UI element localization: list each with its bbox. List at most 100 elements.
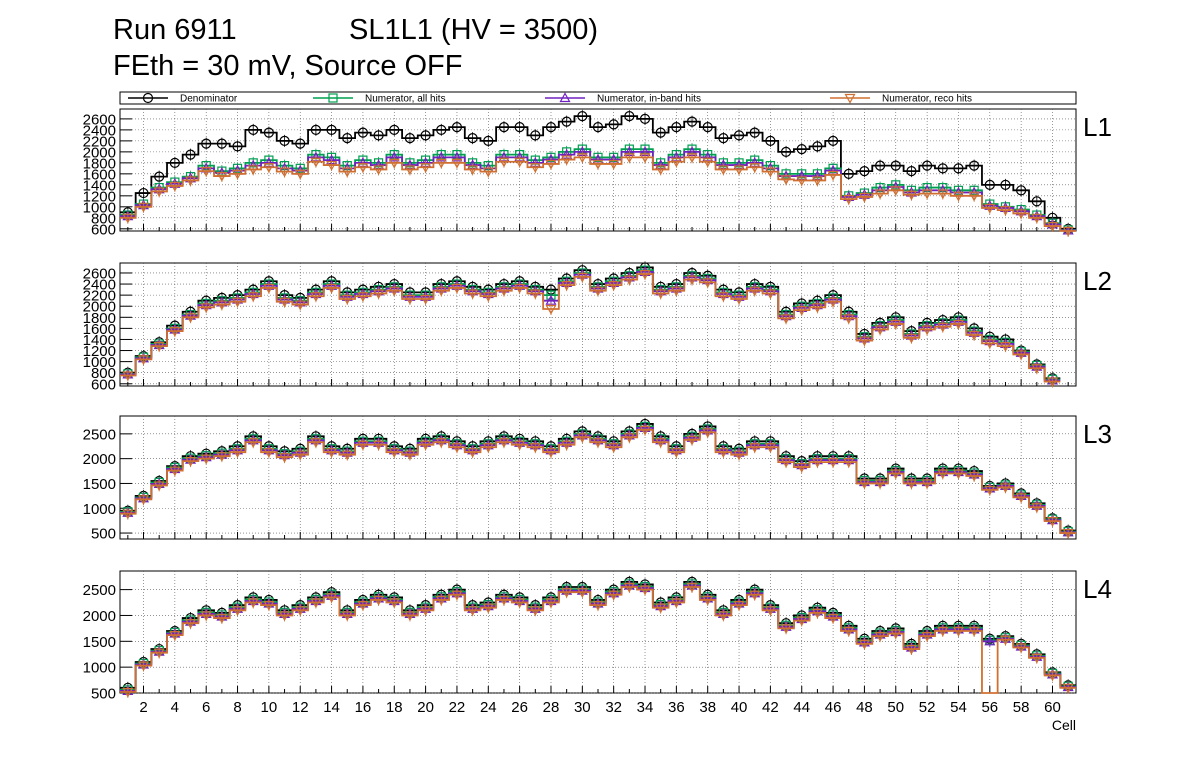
data-point: [326, 124, 337, 135]
x-tick-label: 22: [449, 699, 466, 716]
data-point: [843, 458, 855, 468]
data-point: [498, 122, 510, 133]
data-point: [373, 165, 385, 176]
data-point: [639, 269, 651, 280]
data-point: [420, 130, 431, 141]
data-point: [420, 440, 432, 451]
x-tick-label: 28: [543, 699, 560, 716]
data-point: [561, 155, 573, 166]
y-tick-label: 2200: [83, 288, 116, 305]
data-point: [733, 601, 745, 611]
x-tick-label: 56: [981, 699, 998, 716]
data-point: [952, 626, 964, 637]
data-point: [435, 158, 447, 169]
data-point: [232, 141, 243, 152]
y-tick-label: 2000: [83, 451, 116, 468]
data-point: [921, 479, 933, 490]
data-point: [984, 339, 996, 350]
data-point: [670, 448, 682, 458]
data-point: [905, 644, 917, 655]
data-point: [843, 626, 855, 637]
data-point: [545, 598, 557, 609]
data-point: [169, 327, 181, 337]
x-tick-label: 60: [1044, 699, 1061, 716]
data-point: [827, 458, 839, 468]
data-point: [827, 170, 839, 181]
data-point: [514, 598, 526, 609]
x-tick-label: 20: [417, 699, 434, 716]
data-point: [874, 325, 886, 336]
series-numerator-reco-hits: [120, 423, 1076, 540]
data-point: [921, 189, 933, 200]
x-tick-label: 54: [950, 699, 967, 716]
data-point: [984, 635, 996, 646]
data-point: [968, 330, 980, 341]
data-point: [686, 116, 698, 127]
data-point: [780, 175, 792, 186]
x-tick-label: 12: [292, 699, 309, 716]
y-tick-label: 1000: [83, 660, 116, 677]
title-conditions: FEth = 30 mV, Source OFF: [113, 50, 463, 82]
data-point: [232, 297, 244, 308]
data-point: [1031, 196, 1042, 207]
data-point: [999, 635, 1012, 646]
data-point: [796, 462, 808, 473]
data-point: [404, 133, 416, 144]
data-point: [811, 458, 823, 468]
legend-entry-3: Numerator, in-band hits: [545, 92, 701, 105]
data-point: [858, 192, 870, 203]
data-point: [467, 165, 479, 176]
data-point: [420, 163, 432, 173]
data-point: [906, 165, 917, 177]
y-tick-label: 1500: [83, 634, 116, 651]
data-point: [890, 160, 901, 171]
data-point: [733, 450, 745, 461]
data-point: [890, 319, 902, 330]
data-point: [137, 202, 150, 213]
data-point: [184, 176, 197, 187]
data-point: [639, 113, 651, 124]
data-point: [702, 157, 714, 168]
y-tick-label: 2400: [83, 122, 116, 139]
data-point: [623, 153, 635, 164]
data-point: [796, 144, 807, 155]
data-point: [812, 141, 823, 152]
data-point: [200, 454, 212, 465]
data-point: [279, 453, 291, 463]
legend-label: Numerator, all hits: [365, 94, 446, 105]
data-point: [529, 606, 541, 617]
data-point: [922, 160, 933, 171]
data-point: [890, 629, 902, 640]
data-point: [137, 495, 150, 506]
y-tick-label: 800: [91, 210, 116, 227]
data-point: [514, 157, 526, 168]
data-point: [592, 601, 604, 611]
data-point: [1031, 213, 1043, 224]
x-tick-label: 48: [856, 699, 873, 716]
data-point: [467, 448, 479, 458]
data-point: [608, 281, 620, 291]
data-point: [467, 606, 479, 617]
data-point: [1000, 179, 1011, 190]
data-point: [827, 613, 839, 624]
data-point: [623, 433, 635, 444]
series-denominator: [120, 110, 1076, 235]
legend-entry-2: Numerator, all hits: [313, 93, 446, 105]
data-point: [294, 606, 306, 617]
data-point: [561, 116, 572, 127]
data-point: [733, 165, 745, 176]
y-tick-label: 2000: [83, 299, 116, 316]
data-point: [874, 479, 886, 490]
data-point: [498, 286, 510, 297]
data-point: [200, 303, 212, 314]
data-point: [780, 458, 792, 468]
y-tick-label: 2500: [83, 582, 116, 599]
data-point: [310, 438, 322, 449]
data-point: [686, 582, 698, 593]
data-point: [968, 626, 980, 637]
data-point: [905, 190, 917, 201]
data-point: [169, 157, 180, 168]
data-point: [827, 297, 839, 308]
data-point: [953, 163, 964, 174]
